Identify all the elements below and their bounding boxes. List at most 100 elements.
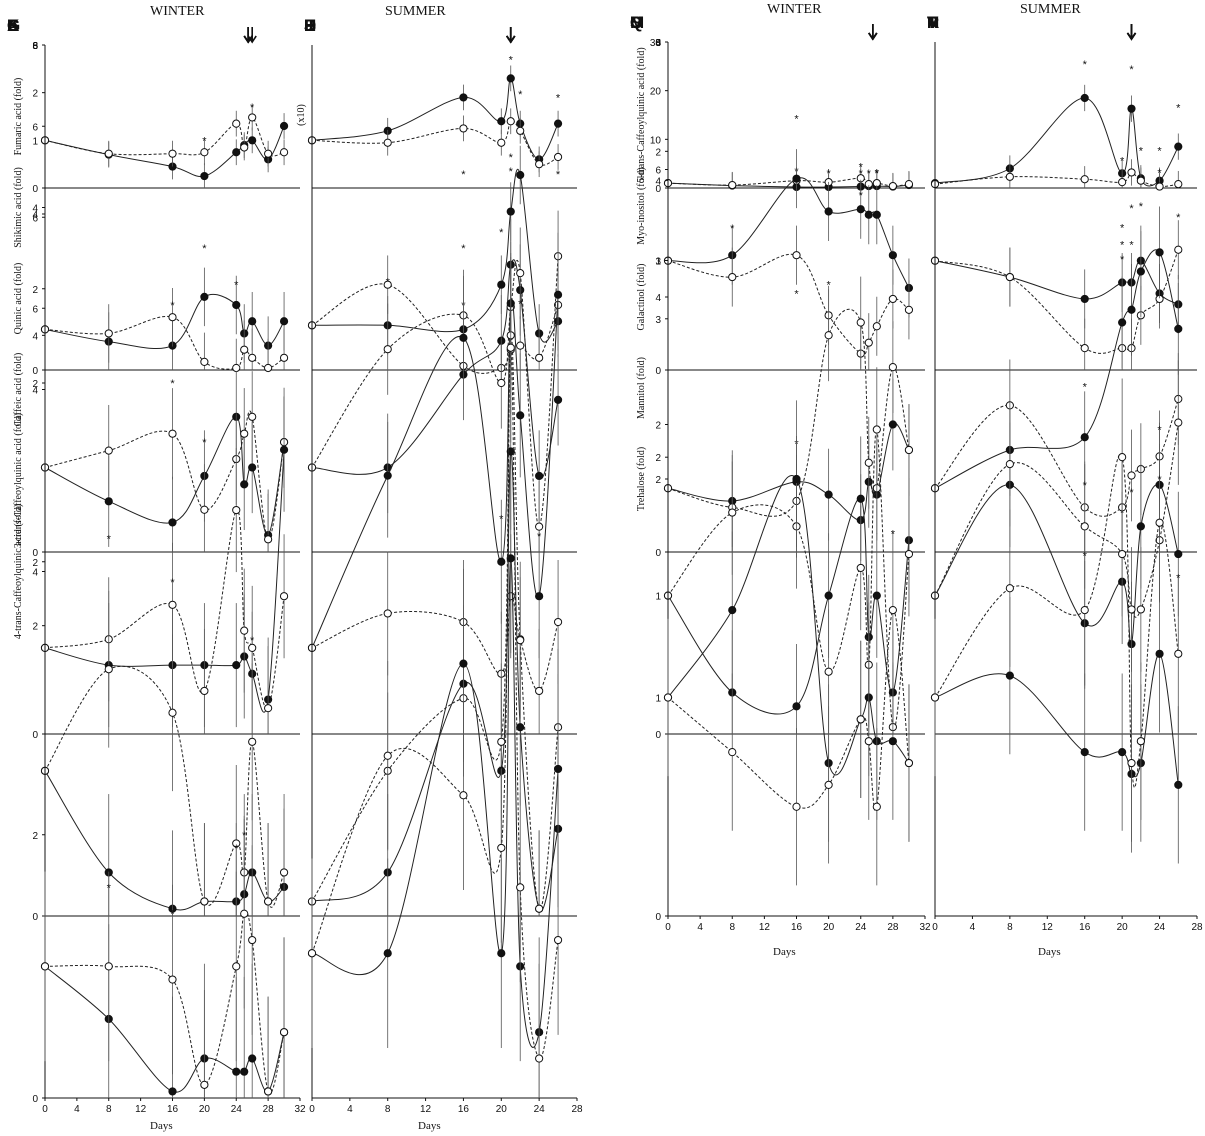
panel-d: D * * * *: [304, 16, 577, 374]
x-tick-label: 24: [534, 1104, 546, 1115]
y-tick-label: 6: [32, 41, 38, 52]
point-open: [516, 883, 525, 892]
y-tick-label: 1: [32, 136, 38, 147]
point-filled: [232, 300, 241, 310]
point-open: [1005, 584, 1014, 593]
significance-star: *: [1120, 239, 1125, 251]
point-open: [240, 429, 249, 438]
point-open: [1174, 418, 1183, 427]
significance-star: *: [537, 531, 542, 543]
point-open: [497, 843, 506, 853]
point-open: [1136, 737, 1145, 746]
panel-letter: Q: [630, 13, 643, 32]
panel-letter: K: [7, 16, 20, 35]
point-open: [104, 962, 113, 971]
significance-star: *: [1129, 203, 1134, 215]
point-open: [728, 272, 737, 282]
point-open: [232, 839, 241, 848]
y-axis-label: Quinic acid (fold): [13, 263, 24, 335]
point-open: [240, 909, 249, 918]
series-line-open: [311, 283, 559, 374]
y-axis-label: 5-trans-Caffeoylquinic acid (fold): [636, 47, 647, 182]
significance-star: *: [1176, 103, 1181, 115]
y-tick-label: 2: [655, 475, 661, 486]
panel-letter: A: [7, 16, 19, 35]
point-open: [888, 294, 897, 304]
point-open: [40, 962, 50, 971]
series-line-open: [934, 249, 1179, 354]
point-open: [904, 758, 914, 768]
point-open: [232, 363, 241, 373]
y-tick-label: 4: [32, 331, 38, 342]
point-filled: [279, 317, 289, 326]
point-open: [535, 686, 544, 696]
y-tick-label: 3: [655, 38, 661, 49]
point-filled: [1155, 248, 1164, 257]
point-filled: [864, 210, 873, 219]
point-filled: [792, 474, 801, 484]
panel-p: P * * * *: [927, 13, 1197, 371]
point-open: [383, 280, 392, 289]
point-filled: [516, 723, 525, 732]
x-tick-label: 20: [496, 1104, 508, 1115]
panel-r: R * * * * *: [927, 13, 1197, 553]
point-filled: [824, 591, 833, 600]
point-open: [535, 160, 544, 169]
x-tick-label: 20: [199, 1104, 211, 1115]
point-filled: [383, 471, 392, 480]
significance-star: *: [1157, 145, 1162, 157]
point-filled: [1118, 318, 1127, 327]
point-filled: [516, 411, 525, 420]
panel-b: B * *: [304, 16, 577, 189]
header-winter-right: WINTER: [767, 2, 822, 17]
significance-star: *: [1129, 64, 1134, 76]
point-open: [1136, 176, 1145, 185]
x-tick-label: 32: [919, 922, 931, 933]
y-tick-label: 0: [655, 912, 661, 923]
point-open: [888, 606, 897, 615]
y-tick-label: 2: [32, 622, 38, 633]
point-filled: [553, 119, 563, 128]
panel-letter: J: [304, 16, 313, 35]
point-filled: [497, 949, 506, 958]
x-tick-label: 8: [729, 922, 735, 933]
y-tick-label: 30: [650, 38, 662, 49]
point-open: [240, 345, 249, 354]
panel-letter: F: [304, 16, 314, 35]
point-open: [200, 686, 209, 696]
point-open: [728, 748, 737, 757]
point-open: [200, 897, 209, 906]
significance-star: *: [794, 114, 799, 126]
panel-letter: B: [304, 16, 316, 35]
point-open: [888, 181, 897, 191]
panel-l: 0 4 8 12 16 20 24 28 L *: [304, 16, 583, 1115]
x-tick-label: 4: [697, 922, 703, 933]
point-open: [1155, 182, 1164, 191]
y-tick-label: 0: [32, 912, 38, 923]
point-open: [383, 345, 392, 354]
significance-star: *: [875, 168, 880, 180]
point-open: [856, 715, 865, 724]
significance-star: *: [202, 135, 207, 147]
point-filled: [1155, 649, 1164, 658]
panel-letter: H: [304, 16, 316, 35]
y-axis-label: Mannitol (fold): [636, 357, 647, 419]
series-line-filled: [311, 168, 559, 343]
significance-star: *: [1176, 212, 1181, 224]
point-open: [1005, 172, 1014, 181]
point-filled: [1080, 294, 1089, 304]
x-tick-label: 0: [42, 1104, 48, 1115]
point-open: [1136, 605, 1145, 614]
point-open: [240, 626, 249, 635]
series-line-open: [934, 398, 1179, 517]
point-open: [497, 737, 506, 746]
point-open: [104, 665, 113, 674]
y-tick-label: 3: [655, 257, 661, 268]
point-open: [168, 600, 177, 609]
y-tick-label: 8: [32, 41, 38, 52]
y-tick-label: 2: [32, 89, 38, 100]
x-tick-label: 20: [1117, 922, 1129, 933]
